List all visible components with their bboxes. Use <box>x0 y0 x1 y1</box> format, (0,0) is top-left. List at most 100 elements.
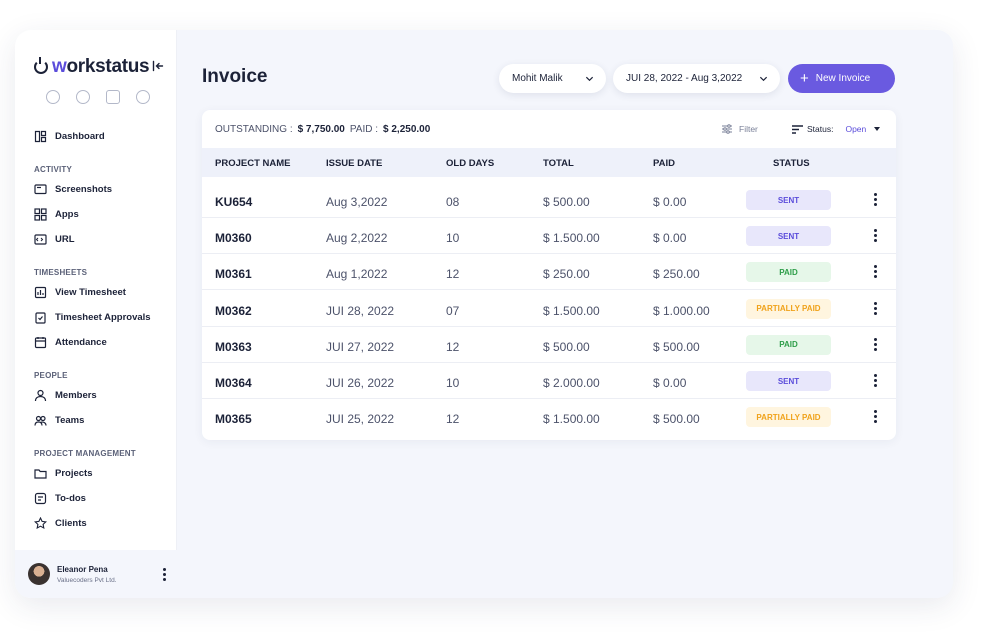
clock-icon[interactable] <box>76 90 90 104</box>
sidebar-item-label: Dashboard <box>55 131 105 142</box>
sidebar-item-url[interactable]: URL <box>34 227 174 252</box>
column-header-issue-date[interactable]: ISSUE DATE <box>326 158 383 169</box>
sidebar-item-members[interactable]: Members <box>34 383 174 408</box>
cell-days: 08 <box>446 195 460 209</box>
sidebar-item-label: Apps <box>55 209 79 220</box>
sidebar-item-timesheet-approvals[interactable]: Timesheet Approvals <box>34 305 174 330</box>
play-icon[interactable] <box>46 90 60 104</box>
cell-project[interactable]: M0364 <box>215 376 252 390</box>
sidebar-item-apps[interactable]: Apps <box>34 202 174 227</box>
column-header-old-days[interactable]: OLD DAYS <box>446 158 495 169</box>
table-row[interactable]: KU654 Aug 3,2022 08 $ 500.00 $ 0.00 SENT <box>202 182 896 218</box>
sidebar-item-teams[interactable]: Teams <box>34 408 174 433</box>
cell-paid: $ 250.00 <box>653 267 700 282</box>
row-menu-icon[interactable] <box>874 193 878 208</box>
status-filter[interactable]: Status: Open <box>792 124 881 134</box>
cell-days: 07 <box>446 303 460 318</box>
profile-card[interactable]: Eleanor Pena Valuecoders Pvt Ltd. <box>15 550 177 598</box>
column-header-paid[interactable]: PAID <box>653 158 675 169</box>
sidebar-item-clients[interactable]: Clients <box>34 511 174 536</box>
column-header-status[interactable]: STATUS <box>773 158 810 169</box>
table-row[interactable]: M0364 JUI 26, 2022 10 $ 2.000.00 $ 0.00 SENT <box>202 363 896 399</box>
star-icon <box>34 517 47 530</box>
user-icon <box>34 389 47 402</box>
cell-total: $ 250.00 <box>543 267 590 282</box>
apps-icon <box>34 208 47 221</box>
sidebar-item-projects[interactable]: Projects <box>34 461 174 486</box>
column-header-total[interactable]: TOTAL <box>543 158 574 169</box>
status-badge: PARTIALLY PAID <box>746 407 831 428</box>
table-row[interactable]: M0361 Aug 1,2022 12 $ 250.00 $ 250.00 PAID <box>202 254 896 291</box>
sidebar-nav: Dashboard ACTIVITY Screenshots Apps URL TIMES… <box>34 124 174 564</box>
cell-total: $ 1.500.00 <box>543 303 600 318</box>
user-select[interactable]: Mohit Malik <box>499 64 606 93</box>
profile-org: Valuecoders Pvt Ltd. <box>57 576 117 584</box>
profile-menu-icon[interactable] <box>163 568 167 583</box>
sidebar-item-label: URL <box>55 234 75 245</box>
cell-project[interactable]: M0360 <box>215 231 252 246</box>
table-row[interactable]: M0360 Aug 2,2022 10 $ 1.500.00 $ 0.00 SENT <box>202 218 896 255</box>
new-invoice-button[interactable]: + New Invoice <box>788 64 895 93</box>
cell-date: JUI 26, 2022 <box>326 376 395 390</box>
save-icon[interactable] <box>106 90 120 104</box>
status-badge: PAID <box>746 262 831 283</box>
cell-date: Aug 1,2022 <box>326 267 388 282</box>
cell-project[interactable]: M0363 <box>215 339 252 354</box>
status-badge: SENT <box>746 226 831 247</box>
cell-paid: $ 0.00 <box>653 231 687 246</box>
cell-project[interactable]: KU654 <box>215 195 253 209</box>
workstatus-logo[interactable]: workstatus <box>34 56 150 78</box>
filter-label: Filter <box>739 124 758 134</box>
row-menu-icon[interactable] <box>874 229 878 244</box>
calendar-icon <box>34 337 47 349</box>
status-badge: SENT <box>746 371 831 391</box>
sidebar-item-view-timesheet[interactable]: View Timesheet <box>34 280 174 305</box>
cell-paid: $ 0.00 <box>653 376 687 390</box>
user-select-value: Mohit Malik <box>512 73 563 84</box>
filter-button[interactable]: Filter <box>721 123 758 135</box>
cell-total: $ 2.000.00 <box>543 376 600 390</box>
collapse-sidebar-icon[interactable] <box>152 60 164 72</box>
cell-days: 12 <box>446 267 460 282</box>
sidebar: workstatus Dashboard ACTIVITY Screenshots A… <box>15 30 177 598</box>
cell-days: 12 <box>446 339 460 354</box>
row-menu-icon[interactable] <box>874 265 878 280</box>
row-menu-icon[interactable] <box>874 410 878 425</box>
folder-icon <box>34 469 47 479</box>
outstanding-value: $ 7,750.00 <box>297 124 345 135</box>
profile-name: Eleanor Pena <box>57 564 108 574</box>
table-row[interactable]: M0362 JUI 28, 2022 07 $ 1.500.00 $ 1.000.00 P… <box>202 291 896 327</box>
row-menu-icon[interactable] <box>874 301 878 317</box>
logo-text: workstatus <box>52 56 150 77</box>
sidebar-item-label: Members <box>55 390 97 401</box>
app-window: workstatus Dashboard ACTIVITY Screenshots A… <box>15 30 953 598</box>
cell-total: $ 1.500.00 <box>543 231 600 246</box>
cell-date: Aug 3,2022 <box>326 195 388 209</box>
cell-paid: $ 0.00 <box>653 195 687 209</box>
nav-section-timesheets: TIMESHEETS <box>34 267 88 277</box>
bell-icon[interactable] <box>136 90 150 104</box>
sidebar-item-attendance[interactable]: Attendance <box>34 330 174 355</box>
column-header-project-name[interactable]: PROJECT NAME <box>215 158 291 169</box>
row-menu-icon[interactable] <box>874 374 878 389</box>
cell-days: 10 <box>446 376 460 390</box>
sidebar-item-label: To-dos <box>55 493 86 504</box>
sidebar-item-label: Attendance <box>55 337 107 348</box>
cell-project[interactable]: M0362 <box>215 303 252 318</box>
table-row[interactable]: M0365 JUI 25, 2022 12 $ 1.500.00 $ 500.00 PAR… <box>202 399 896 435</box>
cell-project[interactable]: M0361 <box>215 267 252 282</box>
row-menu-icon[interactable] <box>874 337 878 353</box>
sidebar-item-label: Screenshots <box>55 184 113 195</box>
sidebar-item-to-dos[interactable]: To-dos <box>34 486 174 511</box>
table-row[interactable]: M0363 JUI 27, 2022 12 $ 500.00 $ 500.00 PAID <box>202 327 896 363</box>
sidebar-item-screenshots[interactable]: Screenshots <box>34 177 174 202</box>
filter-icon <box>722 124 732 134</box>
cell-total: $ 500.00 <box>543 195 590 209</box>
sidebar-item-dashboard[interactable]: Dashboard <box>34 124 174 149</box>
cell-paid: $ 1.000.00 <box>653 303 710 318</box>
date-range-select[interactable]: JUI 28, 2022 - Aug 3,2022 <box>613 64 780 93</box>
cell-paid: $ 500.00 <box>653 339 700 354</box>
paid-value: $ 2,250.00 <box>383 124 431 135</box>
cell-project[interactable]: M0365 <box>215 412 252 427</box>
caret-down-icon <box>874 127 881 131</box>
